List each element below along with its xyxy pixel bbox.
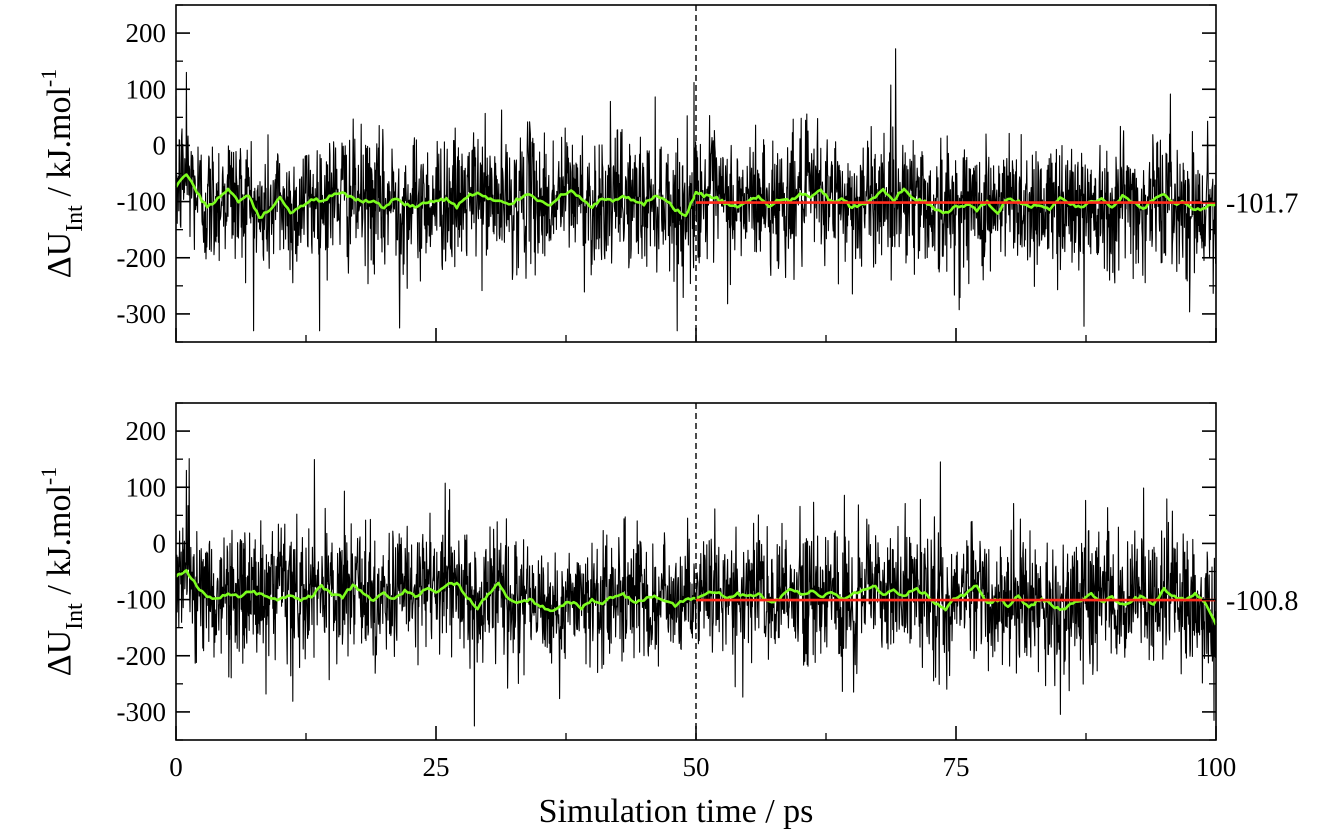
y-tick-label: 200	[126, 416, 167, 446]
panel-bottom: 200 100 0 -100 -200 -300 0 25 50 75 100 -100.8 ΔU…	[36, 402, 1298, 782]
running-average-line	[174, 173, 1217, 219]
y-axis-label-superscript: -1	[36, 69, 61, 87]
y-tick-label: -100	[117, 187, 167, 217]
running-average-series	[174, 173, 1217, 219]
y-tick-label: 200	[126, 18, 167, 48]
y-axis-label-superscript: -1	[36, 467, 61, 485]
axis-ticks	[175, 402, 1217, 741]
y-tick-labels: 200 100 0 -100 -200 -300	[117, 18, 167, 329]
y-axis-label-main: ΔU	[41, 630, 78, 676]
mean-value-label: -101.7	[1226, 189, 1298, 220]
x-tick-label: 25	[423, 752, 450, 782]
y-tick-label: 100	[126, 74, 167, 104]
y-axis-label-unit: / kJ.mol	[41, 87, 78, 205]
x-tick-label: 50	[683, 752, 710, 782]
y-tick-label: -200	[117, 243, 167, 273]
y-axis-label-subscript: Int	[62, 205, 88, 232]
axis-ticks	[175, 4, 1217, 343]
mean-value-label: -100.8	[1226, 586, 1298, 617]
x-tick-label: 0	[169, 752, 183, 782]
y-tick-labels: 200 100 0 -100 -200 -300	[117, 416, 167, 727]
y-axis-label: ΔUInt / kJ.mol-1	[36, 467, 88, 677]
y-tick-label: 0	[153, 130, 167, 160]
y-tick-label: -200	[117, 641, 167, 671]
y-tick-label: 0	[153, 528, 167, 558]
x-tick-label: 100	[1196, 752, 1237, 782]
panel-top: 200 100 0 -100 -200 -300 -101.7 ΔUInt / kJ.mo…	[36, 4, 1298, 343]
y-tick-label: -300	[117, 697, 167, 727]
y-axis-label-unit: / kJ.mol	[41, 485, 78, 603]
y-axis-label-main: ΔU	[41, 232, 78, 278]
y-axis-label-subscript: Int	[62, 603, 88, 630]
x-tick-labels: 0 25 50 75 100	[169, 752, 1236, 782]
y-axis-label: ΔUInt / kJ.mol-1	[36, 69, 88, 279]
x-axis-label: Simulation time / ps	[539, 793, 814, 830]
x-tick-label: 75	[943, 752, 970, 782]
y-tick-label: -300	[117, 299, 167, 329]
y-tick-label: -100	[117, 585, 167, 615]
y-tick-label: 100	[126, 472, 167, 502]
